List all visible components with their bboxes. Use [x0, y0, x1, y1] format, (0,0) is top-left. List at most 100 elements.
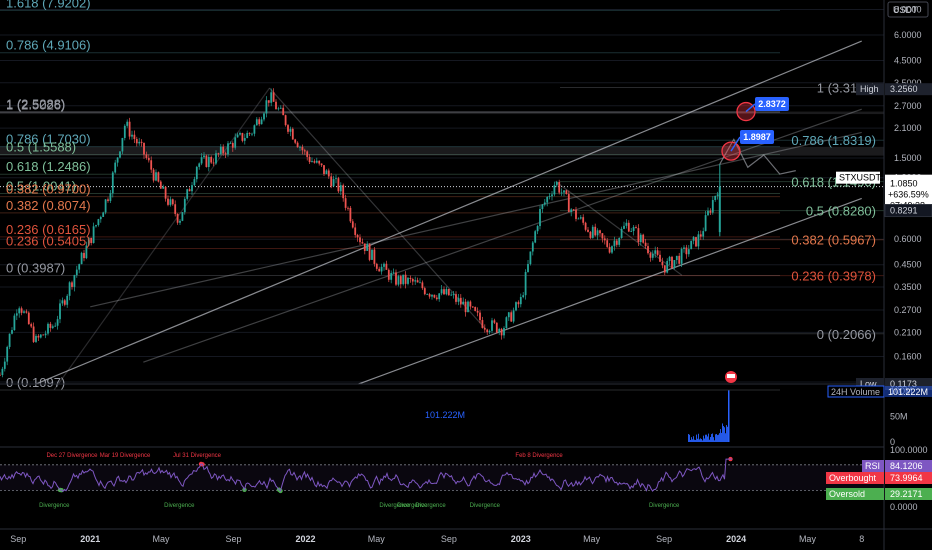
channel-upper: [35, 40, 862, 385]
resistance-band: [0, 146, 884, 156]
candle-body: [145, 154, 148, 158]
candle-body: [553, 185, 556, 195]
candle-body: [409, 277, 412, 280]
candle-body: [260, 119, 263, 125]
channel-lower: [358, 197, 862, 385]
candle-body: [339, 185, 342, 192]
candle-body: [635, 227, 637, 229]
candle-body: [359, 237, 361, 243]
volume-bar: [710, 437, 711, 442]
candle-body: [378, 268, 381, 272]
candle-body: [301, 146, 304, 151]
candle-body: [671, 256, 673, 268]
candle-body: [575, 209, 577, 219]
candle-body: [90, 237, 93, 243]
volume-bar: [713, 437, 714, 442]
candle-body: [49, 323, 52, 328]
candle-body: [527, 263, 529, 272]
candle-body: [433, 294, 436, 298]
candle-body: [637, 228, 640, 243]
fib-label: 0.786 (1.8319): [791, 133, 876, 148]
candle-body: [474, 307, 477, 311]
candle-body: [287, 125, 289, 132]
currency-label: USDT: [893, 5, 918, 15]
candle-body: [255, 119, 258, 126]
candle-body: [548, 196, 551, 198]
candle-body: [603, 238, 606, 241]
candle-body: [498, 328, 501, 333]
low-tag-label: Low: [860, 379, 877, 389]
high-value-box: [885, 83, 932, 96]
volume-bar: [699, 439, 700, 442]
candle-body: [659, 254, 661, 262]
price-tick-label: 4.5000: [894, 55, 922, 65]
candle-body: [212, 162, 215, 164]
volume-bar: [726, 425, 727, 442]
volume-bar: [693, 436, 694, 442]
candle-body: [503, 328, 505, 336]
candle-body: [354, 227, 357, 235]
candle-body: [613, 240, 616, 247]
candle-body: [366, 244, 369, 251]
candle-body: [692, 237, 695, 241]
candle-body: [1, 368, 4, 376]
volume-bar: [714, 440, 715, 442]
grid-lines: [0, 8, 884, 383]
currency-button[interactable]: USDT: [887, 1, 929, 18]
candle-body: [695, 237, 697, 247]
candle-body: [270, 92, 273, 103]
candle-body: [289, 128, 292, 132]
fib-label: 1.618 (7.9202): [6, 0, 91, 10]
time-axis[interactable]: Sep 2021 May Sep 2022 May Sep 2023 May Sep 2024 May…: [10, 534, 864, 544]
channel-mid: [143, 108, 862, 363]
candle-body: [584, 222, 587, 230]
candle-body: [707, 210, 709, 216]
fib-label: 0.5 (1.0041): [6, 179, 76, 194]
divergence-annotation: Divergence: [649, 503, 680, 509]
candle-body: [445, 288, 448, 295]
candle-body: [531, 242, 534, 252]
candle-body: [332, 179, 335, 187]
candle-body: [570, 209, 573, 212]
candle-body: [577, 218, 580, 220]
candle-body: [639, 234, 642, 243]
candle-body: [404, 274, 407, 284]
candle-body: [615, 240, 618, 245]
volume-bar: [695, 440, 696, 442]
candle-body: [462, 301, 465, 305]
candle-body: [416, 280, 419, 283]
volume-bar: [716, 433, 717, 442]
candle-body: [73, 275, 76, 287]
volume-axis[interactable]: 100M 50M 0 24H Volume 101.222M: [827, 385, 932, 447]
candle-body: [128, 121, 131, 137]
candle-body: [678, 255, 681, 264]
divergence-annotation: Divergence: [397, 503, 428, 509]
candle-body: [452, 294, 455, 295]
candle-body: [438, 293, 441, 300]
candle-body: [294, 139, 297, 143]
candle-body: [702, 231, 705, 237]
volume-bar: [708, 433, 709, 442]
candle-body: [491, 320, 493, 331]
candle-body: [207, 156, 210, 167]
candle-body: [455, 294, 457, 302]
target-arrow-1-box: [755, 97, 789, 111]
price-tags: High3.2560STXUSDT1.0850+636.59%07:49:380…: [836, 83, 932, 390]
fib-label: 0.786 (4.9106): [6, 38, 91, 53]
candle-body: [630, 230, 633, 232]
candle-body: [411, 279, 414, 282]
candle-body: [524, 271, 527, 296]
time-tick-label: Sep: [656, 534, 672, 544]
candle-body: [183, 198, 186, 213]
volume-tick-label: 100M: [890, 386, 913, 396]
candle-body: [440, 289, 443, 294]
price-tick-label: 0.4500: [894, 260, 922, 270]
candle-body: [23, 311, 25, 313]
level-tag-value: 0.8291: [890, 206, 918, 216]
candle-body: [716, 194, 719, 196]
rsi-axis[interactable]: 100.0000 0.0000 RSI 84.1206 Overbought 73.996…: [826, 445, 932, 512]
last-price-change: +636.59%: [888, 190, 929, 200]
fib-label: 0.382 (0.8074): [6, 198, 91, 213]
candle-body: [56, 319, 59, 326]
